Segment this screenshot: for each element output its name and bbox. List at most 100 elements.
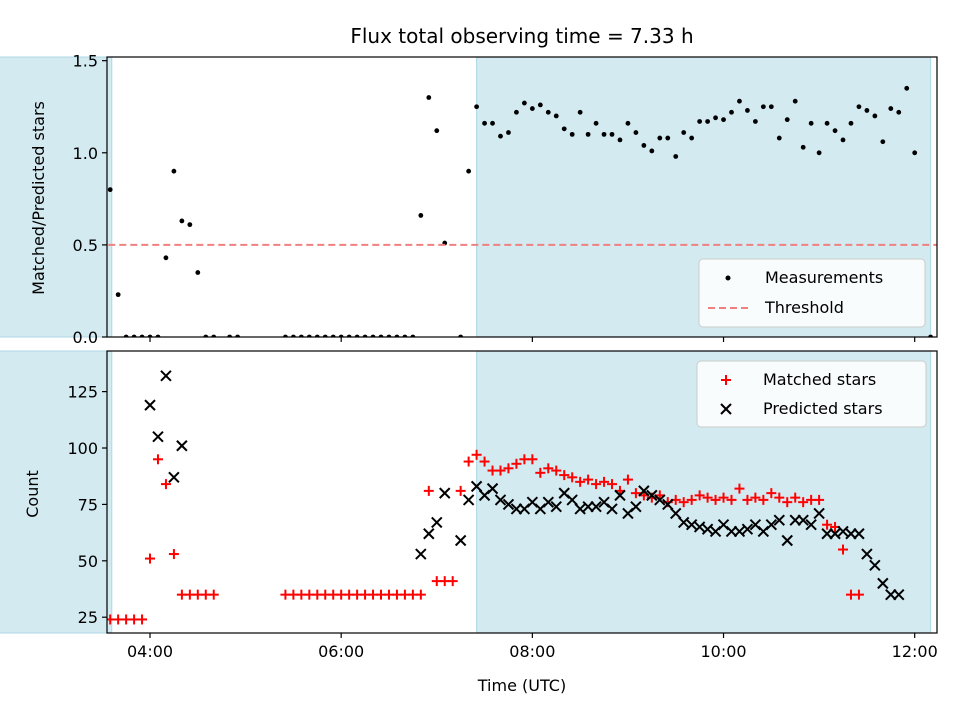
plot-frame <box>106 350 938 634</box>
measurement-point <box>912 150 918 156</box>
y-tick-label: 0.5 <box>73 236 98 255</box>
matched-stars-point <box>208 589 219 600</box>
measurement-point <box>426 95 432 100</box>
measurement-point <box>506 130 511 135</box>
x-tick-label: 10:00 <box>700 642 746 661</box>
measurement-point <box>609 131 615 137</box>
measurement-point <box>864 108 870 113</box>
matched-stars-point <box>503 463 514 474</box>
measurement-point <box>490 120 495 126</box>
measurement-point <box>840 137 846 143</box>
predicted-stars-point <box>677 516 690 529</box>
plot-frame <box>106 56 938 338</box>
measurement-point <box>107 187 113 193</box>
matched-stars-point <box>583 474 594 485</box>
predicted-stars-point <box>542 496 554 508</box>
measurement-point <box>752 119 758 124</box>
matched-stars-point <box>814 494 825 505</box>
measurement-point <box>816 150 822 156</box>
matched-stars-point <box>543 463 554 474</box>
predicted-stars-point <box>486 482 499 495</box>
matched-stars-point <box>567 472 578 483</box>
measurement-point <box>418 213 424 218</box>
y-tick-label: 50 <box>78 552 98 571</box>
matched-stars-point <box>726 494 737 505</box>
measurement-point <box>521 100 527 106</box>
bottom-panel: 02:0004:0006:0008:0010:0012:002550751001… <box>0 350 938 661</box>
measurement-point <box>633 130 639 135</box>
matched-stars-point <box>479 456 490 467</box>
predicted-stars-point <box>797 514 809 526</box>
measurement-point <box>808 120 814 126</box>
y-tick-label: 125 <box>67 383 98 402</box>
predicted-stars-point <box>470 480 483 493</box>
matched-stars-point <box>790 492 801 503</box>
matched-stars-point <box>718 492 729 503</box>
measurement-point <box>697 119 703 124</box>
measurement-point <box>514 109 519 115</box>
matched-stars-point <box>152 454 163 465</box>
bottom-y-axis-label: Count <box>23 470 42 518</box>
x-tick-label: 04:00 <box>127 642 173 661</box>
predicted-stars-point <box>670 507 682 520</box>
matched-stars-point <box>423 485 434 496</box>
matched-stars-point <box>710 494 721 505</box>
measurement-point <box>824 120 830 126</box>
predicted-stars-point <box>614 489 626 502</box>
measurement-point <box>832 128 838 134</box>
matched-stars-point <box>599 476 610 487</box>
matched-stars-point <box>591 479 602 490</box>
predicted-stars-point <box>454 534 467 547</box>
legend-predicted-label: Predicted stars <box>763 399 883 418</box>
measurement-point <box>649 148 655 154</box>
matched-stars-point <box>511 458 522 469</box>
matched-stars-point <box>535 467 546 478</box>
predicted-stars-point <box>837 525 849 538</box>
matched-stars-point <box>455 485 466 496</box>
matched-stars-point <box>678 497 689 508</box>
y-tick-label: 1.5 <box>73 52 98 71</box>
measurement-point <box>498 133 503 139</box>
matched-stars-point <box>559 470 570 481</box>
predicted-stars-point <box>423 528 435 540</box>
shaded-span <box>0 350 113 634</box>
measurement-point <box>585 131 591 137</box>
y-tick-label: 1.0 <box>73 144 98 163</box>
matched-stars-point <box>575 476 586 487</box>
predicted-stars-point <box>160 370 172 382</box>
measurement-point <box>195 270 201 275</box>
legend-matched-marker <box>721 375 731 385</box>
measurement-point <box>681 130 687 135</box>
measurement-point <box>577 109 583 115</box>
predicted-stars-point <box>176 440 188 452</box>
measurement-point <box>673 154 679 159</box>
matched-stars-point <box>766 488 777 499</box>
matched-stars-point <box>415 589 426 600</box>
predicted-stars-point <box>861 548 873 560</box>
matched-stars-point <box>774 492 785 503</box>
predicted-stars-point <box>431 516 443 529</box>
predicted-stars-point <box>741 523 754 535</box>
predicted-stars-point <box>654 494 666 506</box>
predicted-stars-point <box>590 500 602 513</box>
predicted-stars-point <box>662 498 674 511</box>
measurement-point <box>745 108 750 113</box>
measurement-point <box>792 98 798 104</box>
measurement-point <box>760 104 766 110</box>
legend-matched-label: Matched stars <box>763 370 876 389</box>
measurement-point <box>482 120 487 126</box>
measurement-point <box>434 128 440 134</box>
predicted-stars-point <box>152 431 164 443</box>
matched-stars-point <box>160 479 171 490</box>
legend-measurements-label: Measurements <box>765 268 883 287</box>
matched-stars-point <box>758 494 769 505</box>
measurement-point <box>721 117 726 123</box>
shaded-span <box>0 56 113 338</box>
predicted-stars-point <box>773 514 785 526</box>
predicted-stars-point <box>877 577 889 590</box>
matched-stars-point <box>495 465 506 476</box>
measurement-point <box>569 131 575 137</box>
matched-stars-point <box>686 494 697 505</box>
predicted-stars-point <box>781 534 793 547</box>
